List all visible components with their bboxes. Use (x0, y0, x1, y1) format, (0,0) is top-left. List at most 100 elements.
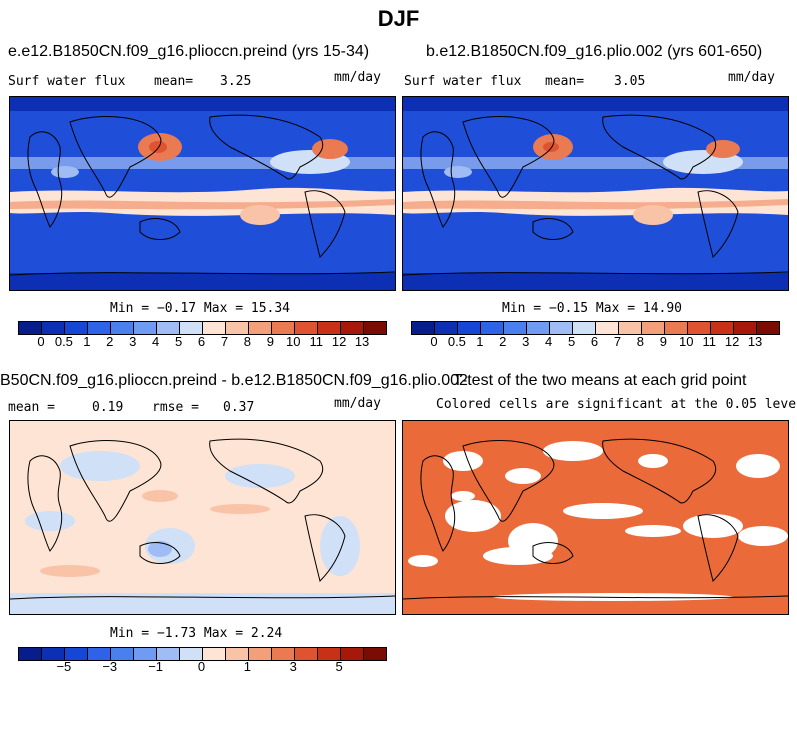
panel2-map (402, 96, 789, 291)
panel1-colorbar (18, 321, 387, 335)
colorbar-swatch (65, 648, 88, 660)
colorbar-tick-label: 1 (476, 334, 484, 349)
colorbar-swatch (111, 648, 134, 660)
colorbar-tick-label: 7 (613, 334, 622, 349)
colorbar-swatch (412, 322, 435, 334)
colorbar-swatch (226, 322, 249, 334)
colorbar-tick-label: −3 (102, 659, 118, 674)
colorbar-swatch (481, 322, 504, 334)
panel1-mean-label: mean= (154, 74, 194, 89)
panel2-var-label: Surf water flux (404, 74, 522, 89)
colorbar-swatch (295, 322, 318, 334)
colorbar-swatch (249, 648, 272, 660)
colorbar-swatch (573, 322, 596, 334)
panel2-min-max: Min = −0.15 Max = 14.90 (502, 301, 683, 316)
panel3-rmse-label: rmse = (152, 400, 199, 415)
colorbar-tick-label: 0 (37, 334, 45, 349)
panel3-min-max: Min = −1.73 Max = 2.24 (110, 626, 283, 641)
panel4-map (402, 420, 789, 615)
colorbar-tick-label: −1 (148, 659, 164, 674)
colorbar-tick-label: 11 (309, 334, 323, 349)
panel2-mean-label: mean= (545, 74, 585, 89)
colorbar-tick-label: 6 (590, 334, 599, 349)
panel1-min-max: Min = −0.17 Max = 15.34 (110, 301, 291, 316)
colorbar-tick-label: 13 (747, 334, 763, 349)
colorbar-swatch (364, 648, 386, 660)
colorbar-tick-label: 3 (522, 334, 530, 349)
colorbar-swatch (203, 322, 226, 334)
colorbar-tick-label: 3 (289, 659, 297, 674)
colorbar-swatch (134, 648, 157, 660)
colorbar-swatch (180, 648, 203, 660)
colorbar-swatch (435, 322, 458, 334)
panel3-mean-value: 0.19 (92, 400, 124, 415)
colorbar-swatch (757, 322, 779, 334)
colorbar-tick-label: 0 (430, 334, 438, 349)
colorbar-swatch (134, 322, 157, 334)
colorbar-tick-label: −5 (56, 659, 72, 674)
panel3-title: B50CN.f09_g16.plioccn.preind - b.e12.B18… (0, 372, 468, 389)
colorbar-tick-label: 5 (335, 659, 343, 674)
colorbar-tick-label: 11 (702, 334, 716, 349)
colorbar-tick-label: 4 (545, 334, 553, 349)
colorbar-swatch (642, 322, 665, 334)
colorbar-tick-label: 13 (354, 334, 370, 349)
colorbar-tick-label: 5 (567, 334, 576, 349)
panel1-title: e.e12.B1850CN.f09_g16.plioccn.preind (yr… (8, 43, 370, 60)
colorbar-swatch (295, 648, 318, 660)
panel2-colorbar (411, 321, 780, 335)
colorbar-tick-label: 10 (679, 334, 694, 349)
colorbar-swatch (88, 648, 111, 660)
colorbar-swatch (688, 322, 711, 334)
colorbar-tick-label: 0.5 (54, 334, 73, 349)
panel1-map (9, 96, 396, 291)
colorbar-swatch (734, 322, 757, 334)
colorbar-swatch (203, 648, 226, 660)
panel2-title: b.e12.B1850CN.f09_g16.plio.002 (yrs 601-… (426, 43, 763, 60)
colorbar-swatch (364, 322, 386, 334)
colorbar-swatch (665, 322, 688, 334)
colorbar-swatch (711, 322, 734, 334)
colorbar-swatch (249, 322, 272, 334)
panel3-mean-label: mean = (8, 400, 55, 415)
figure-title: DJF (377, 6, 420, 31)
colorbar-tick-label: 0 (197, 659, 206, 674)
colorbar-swatch (619, 322, 642, 334)
colorbar-swatch (42, 648, 65, 660)
colorbar-swatch (88, 322, 111, 334)
colorbar-tick-label: 2 (499, 334, 507, 349)
colorbar-swatch (550, 322, 573, 334)
colorbar-tick-label: 4 (152, 334, 160, 349)
panel1-mean-value: 3.25 (220, 74, 252, 89)
colorbar-swatch (272, 648, 295, 660)
colorbar-tick-label: 8 (636, 334, 644, 349)
panel3-rmse-value: 0.37 (223, 400, 255, 415)
panel3-map (9, 420, 396, 615)
colorbar-swatch (272, 322, 295, 334)
colorbar-swatch (596, 322, 619, 334)
colorbar-swatch (318, 322, 341, 334)
colorbar-tick-label: 2 (106, 334, 114, 349)
colorbar-swatch (318, 648, 341, 660)
panel2-mean-value: 3.05 (614, 74, 646, 89)
colorbar-swatch (226, 648, 249, 660)
panel4-title: T-test of the two means at each grid poi… (453, 372, 747, 389)
colorbar-tick-label: 7 (220, 334, 229, 349)
colorbar-tick-label: 9 (659, 334, 667, 349)
colorbar-tick-label: 12 (331, 334, 347, 349)
panel3-units: mm/day (334, 396, 381, 411)
colorbar-tick-label: 5 (174, 334, 183, 349)
colorbar-tick-label: 6 (197, 334, 206, 349)
colorbar-tick-label: 1 (83, 334, 91, 349)
colorbar-swatch (341, 648, 364, 660)
panel1-units: mm/day (334, 70, 381, 85)
colorbar-swatch (157, 648, 180, 660)
colorbar-tick-label: 12 (724, 334, 740, 349)
colorbar-swatch (180, 322, 203, 334)
colorbar-tick-label: 3 (129, 334, 137, 349)
colorbar-swatch (341, 322, 364, 334)
colorbar-tick-label: 10 (286, 334, 301, 349)
panel3-colorbar (18, 647, 387, 661)
colorbar-swatch (111, 322, 134, 334)
colorbar-tick-label: 0.5 (447, 334, 466, 349)
